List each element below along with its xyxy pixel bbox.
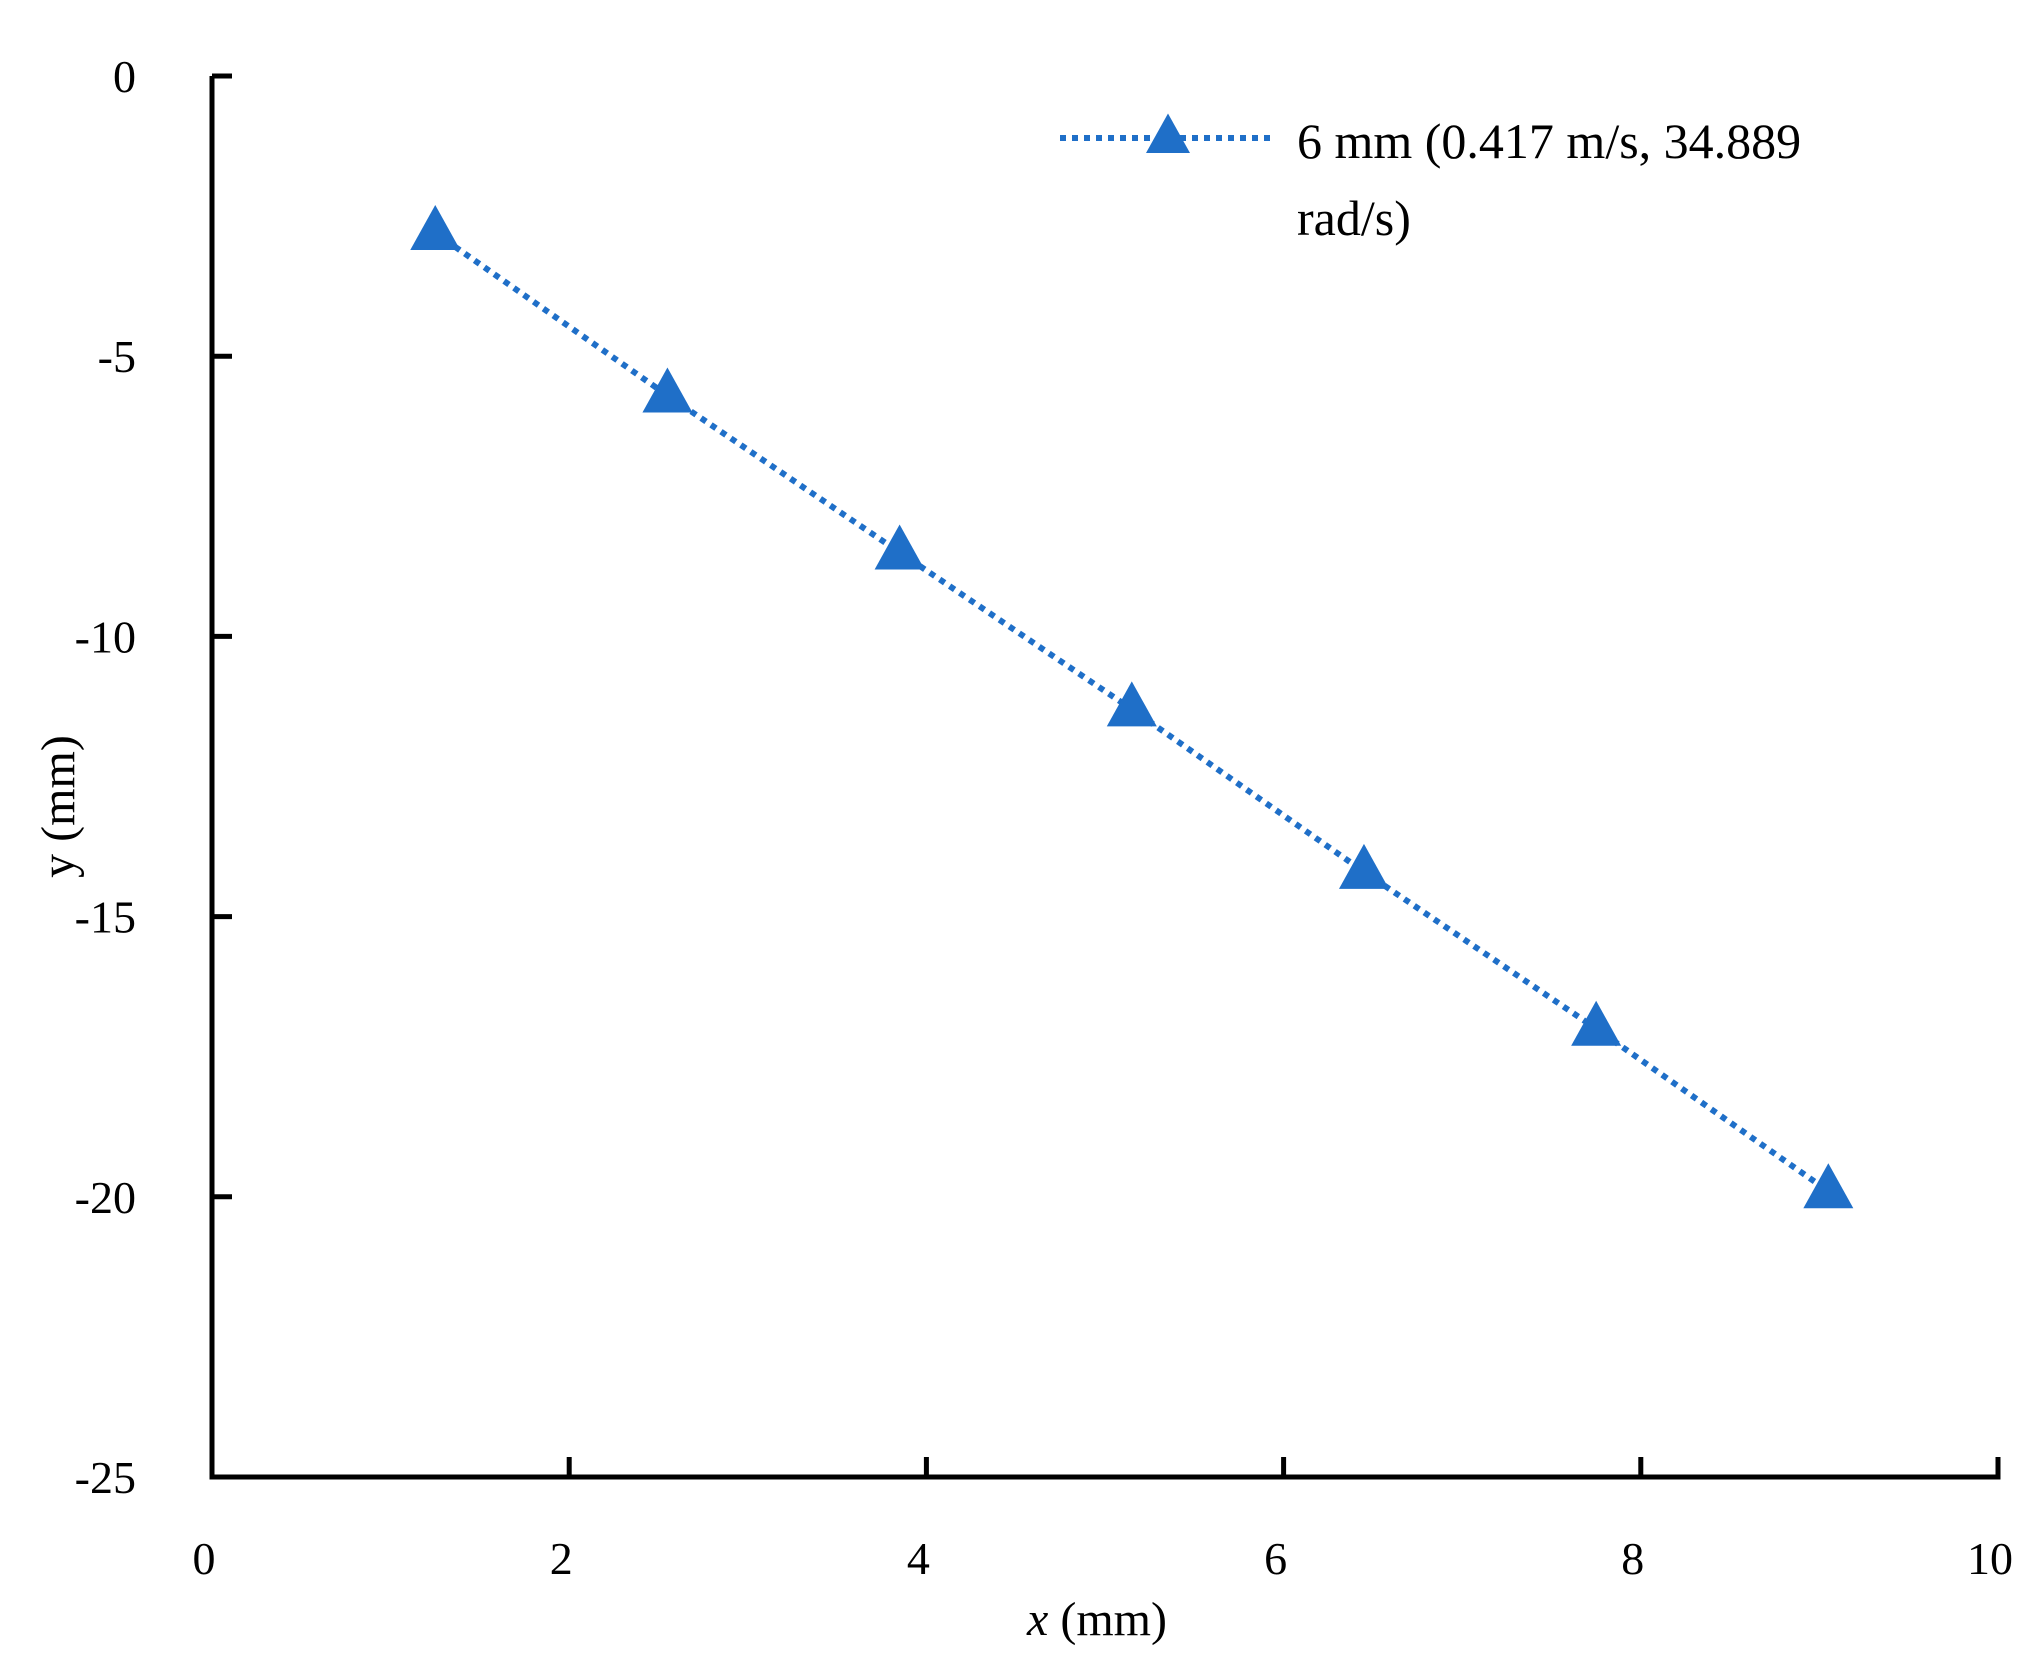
y-ticks: 0 -5 -10 -15 -20 -25 <box>75 51 232 1503</box>
x-tick-label: 2 <box>550 1533 573 1584</box>
legend-label-line-1: 6 mm (0.417 m/s, 34.889 <box>1297 113 1801 169</box>
x-ticks: 0 2 4 6 8 10 <box>193 1457 2013 1584</box>
x-axis-title: x (mm) <box>1026 1593 1167 1646</box>
x-axis-title-unit: (mm) <box>1048 1593 1167 1646</box>
y-tick-label: -25 <box>75 1452 136 1503</box>
y-tick-label: 0 <box>113 51 136 102</box>
y-tick-label: -5 <box>98 331 136 382</box>
x-tick-label: 4 <box>907 1533 930 1584</box>
data-point <box>410 205 461 251</box>
y-tick-label: -10 <box>75 611 136 662</box>
axes: 0 -5 -10 -15 -20 -25 0 2 4 6 8 10 <box>75 51 2013 1584</box>
data-point <box>874 524 925 570</box>
data-point <box>1803 1163 1854 1209</box>
data-point <box>1106 681 1157 727</box>
x-tick-label: 6 <box>1264 1533 1287 1584</box>
x-axis-title-var: x <box>1026 1593 1048 1646</box>
x-tick-label: 10 <box>1967 1533 2013 1584</box>
x-tick-label: 0 <box>193 1533 216 1584</box>
legend-marker-triangle <box>1146 113 1190 154</box>
x-tick-label: 8 <box>1621 1533 1644 1584</box>
data-point <box>1571 1000 1622 1046</box>
y-tick-label: -15 <box>75 892 136 943</box>
y-axis-title: y (mm) <box>32 735 85 878</box>
data-point <box>642 367 693 413</box>
legend-label: 6 mm (0.417 m/s, 34.889 rad/s) <box>1297 113 1814 246</box>
legend: 6 mm (0.417 m/s, 34.889 rad/s) <box>1060 113 1814 246</box>
y-tick-label: -20 <box>75 1172 136 1223</box>
data-point <box>1338 843 1389 889</box>
series-layer <box>410 205 1854 1209</box>
legend-label-line-2: rad/s) <box>1297 190 1411 246</box>
